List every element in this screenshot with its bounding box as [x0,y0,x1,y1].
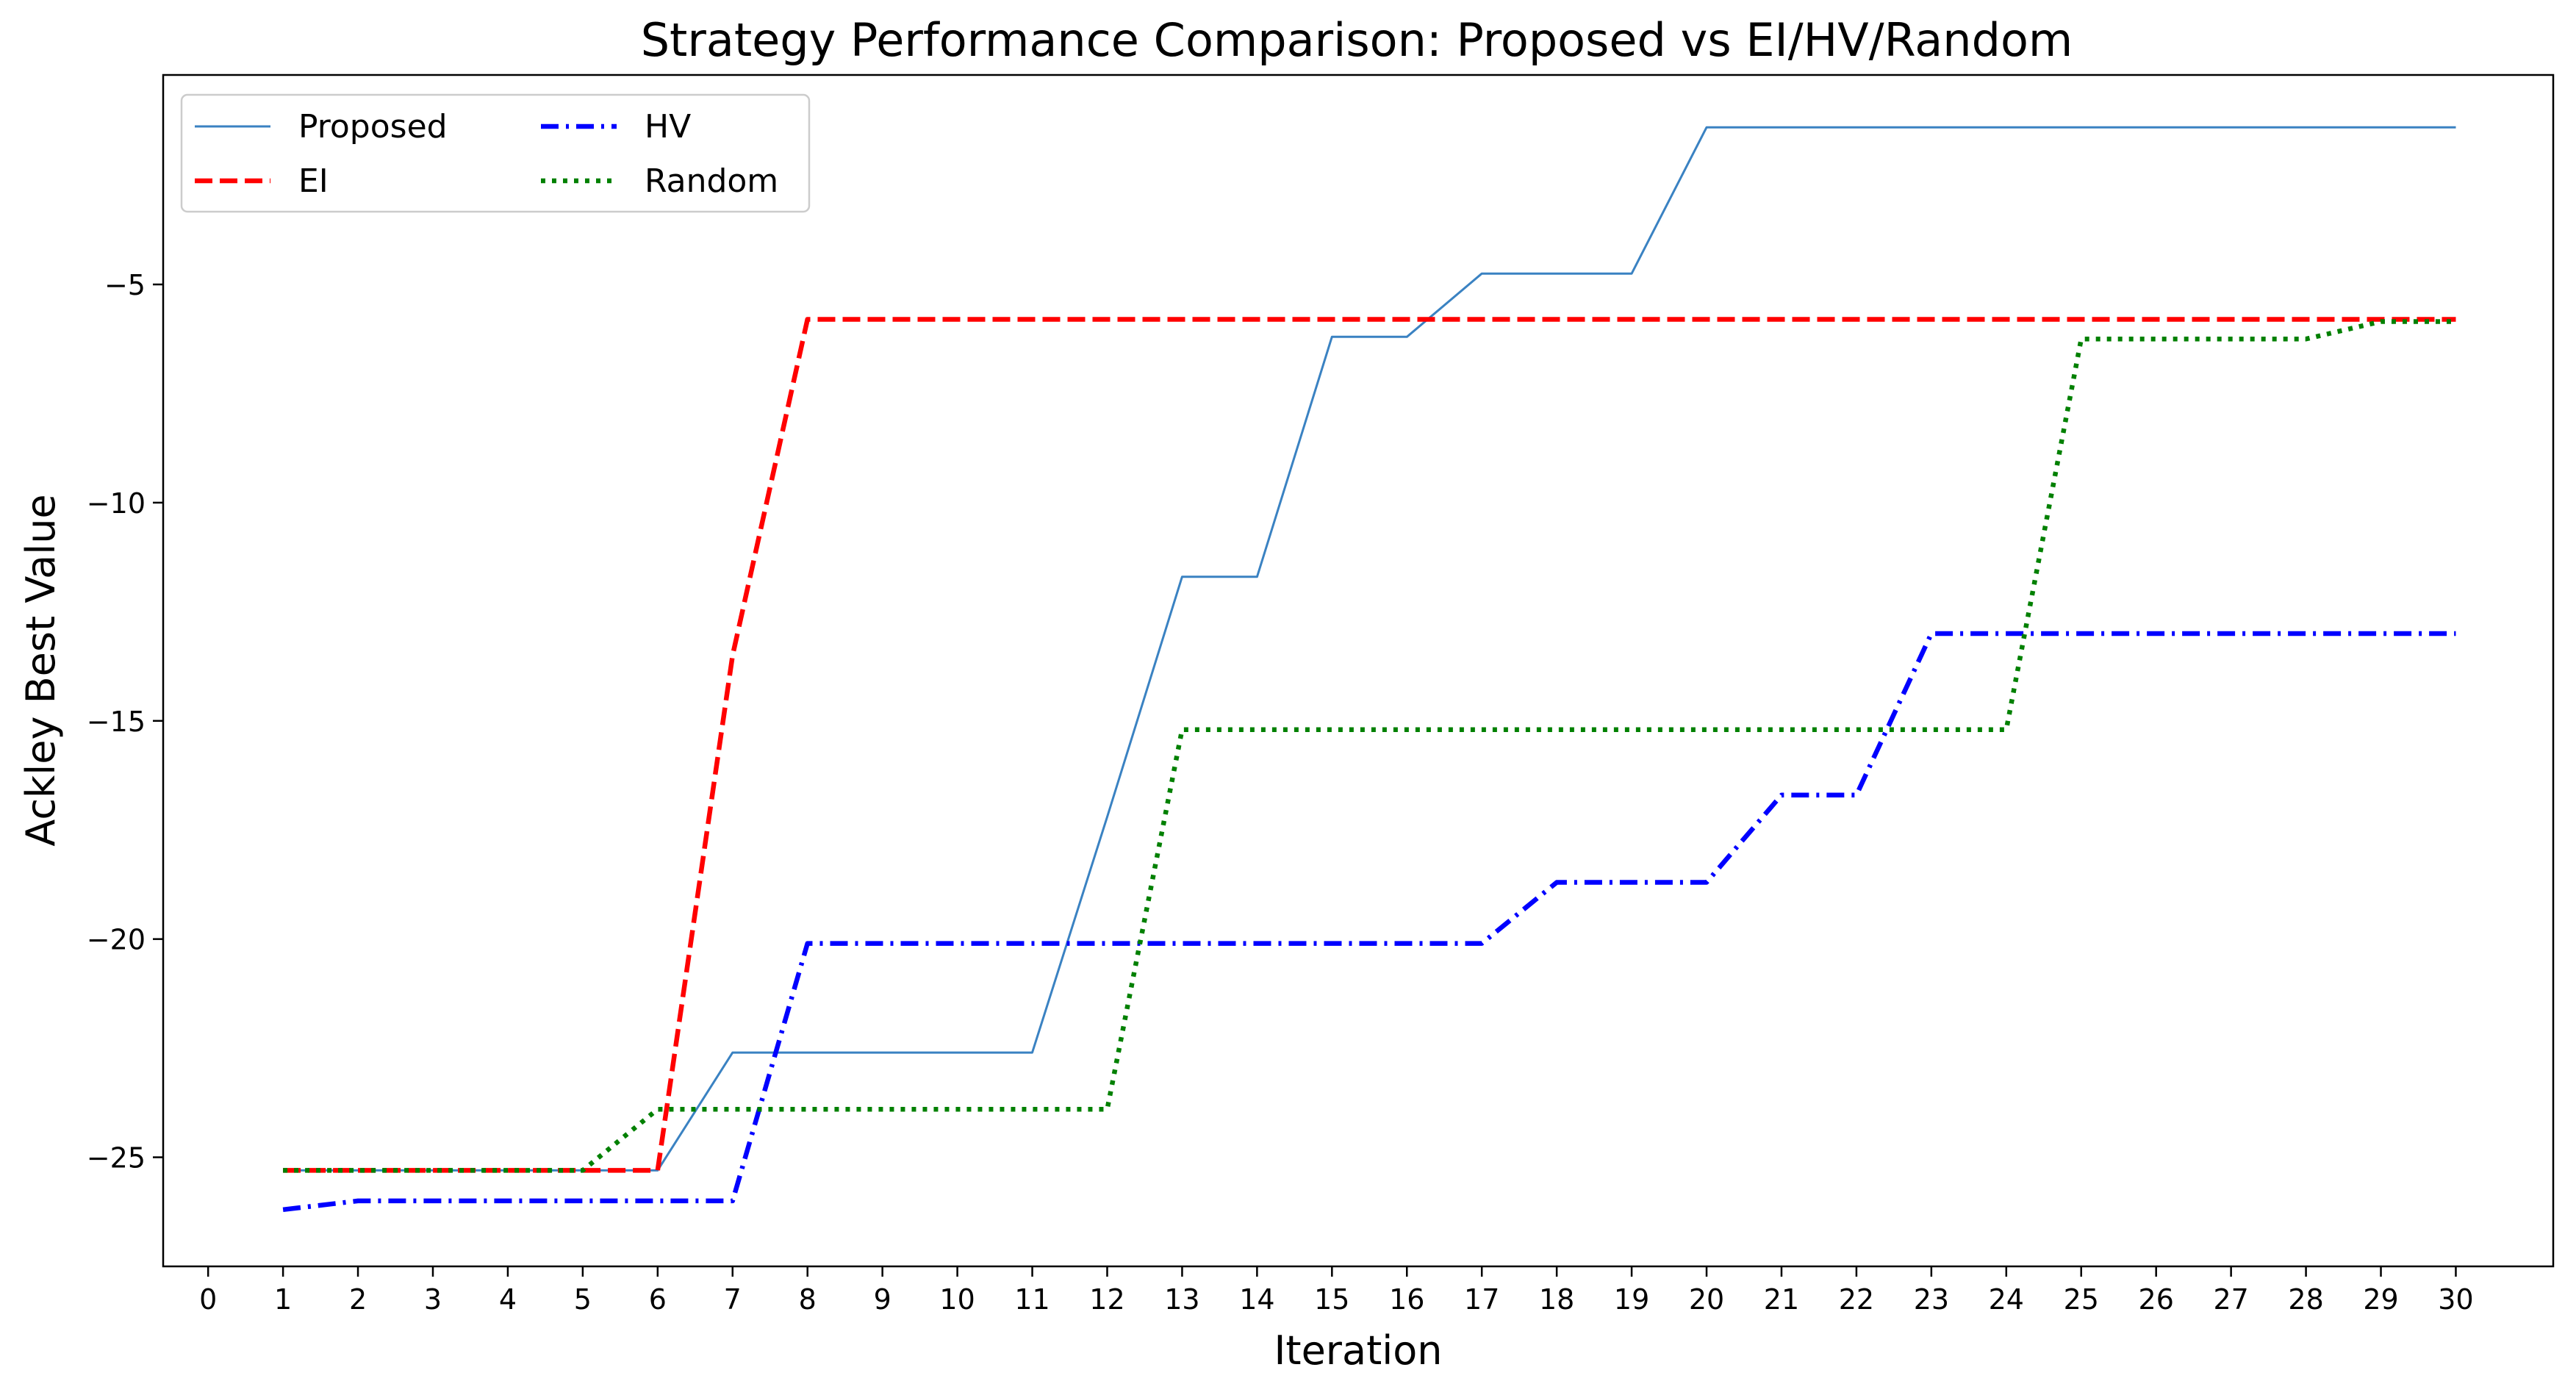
x-tick-label: 30 [2438,1283,2473,1316]
y-tick-label: −20 [87,924,146,956]
x-tick-label: 27 [2213,1283,2248,1316]
legend-label-random: Random [645,162,778,200]
x-tick-label: 26 [2139,1283,2174,1316]
x-tick-label: 21 [1764,1283,1799,1316]
x-tick-label: 12 [1089,1283,1124,1316]
legend-label-ei: EI [298,162,329,200]
x-tick-label: 25 [2064,1283,2099,1316]
x-tick-label: 14 [1239,1283,1274,1316]
x-tick-label: 19 [1614,1283,1649,1316]
legend: Proposed EI HV Random [180,93,811,213]
y-tick-label: −25 [87,1142,146,1175]
x-tick-label: 16 [1389,1283,1424,1316]
x-tick-label: 0 [199,1283,217,1316]
x-tick-label: 6 [649,1283,667,1316]
series-line-hv [282,631,2456,1213]
x-tick-label: 29 [2363,1283,2398,1316]
x-tick-label: 15 [1314,1283,1349,1316]
x-tick-label: 23 [1914,1283,1949,1316]
series-line-ei [283,317,2456,1173]
x-tick-label: 22 [1839,1283,1874,1316]
legend-frame [180,93,811,213]
x-tick-label: 18 [1539,1283,1574,1316]
y-tick-label: −5 [104,269,146,301]
chart-title: Strategy Performance Comparison: Propose… [641,13,2073,67]
x-axis-label: Iteration [1274,1327,1442,1374]
x-axis: 0 1 2 3 4 5 6 7 8 9 10 11 12 13 14 15 16 17 18 19 20 21 22 23 24… [199,1266,2474,1316]
x-tick-label: 9 [874,1283,891,1316]
x-tick-label: 10 [939,1283,975,1316]
y-tick-label: −15 [87,706,146,738]
x-tick-label: 17 [1464,1283,1499,1316]
x-tick-label: 8 [799,1283,817,1316]
x-tick-label: 4 [499,1283,517,1316]
x-tick-label: 24 [1989,1283,2024,1316]
y-tick-label: −10 [87,487,146,520]
x-tick-label: 1 [274,1283,292,1316]
x-tick-label: 5 [574,1283,592,1316]
y-axis-label: Ackley Best Value [18,494,64,846]
legend-label-hv: HV [645,108,691,146]
x-tick-label: 3 [424,1283,442,1316]
x-tick-label: 7 [724,1283,742,1316]
plot-frame [162,73,2555,1268]
x-tick-label: 20 [1689,1283,1724,1316]
x-tick-label: 11 [1014,1283,1050,1316]
x-tick-label: 2 [349,1283,367,1316]
plot-area [162,73,2555,1268]
x-tick-label: 13 [1164,1283,1199,1316]
legend-label-proposed: Proposed [298,108,448,146]
series-layer [282,126,2456,1213]
x-tick-label: 28 [2288,1283,2323,1316]
y-axis: −25 −20 −15 −10 −5 [87,269,163,1175]
